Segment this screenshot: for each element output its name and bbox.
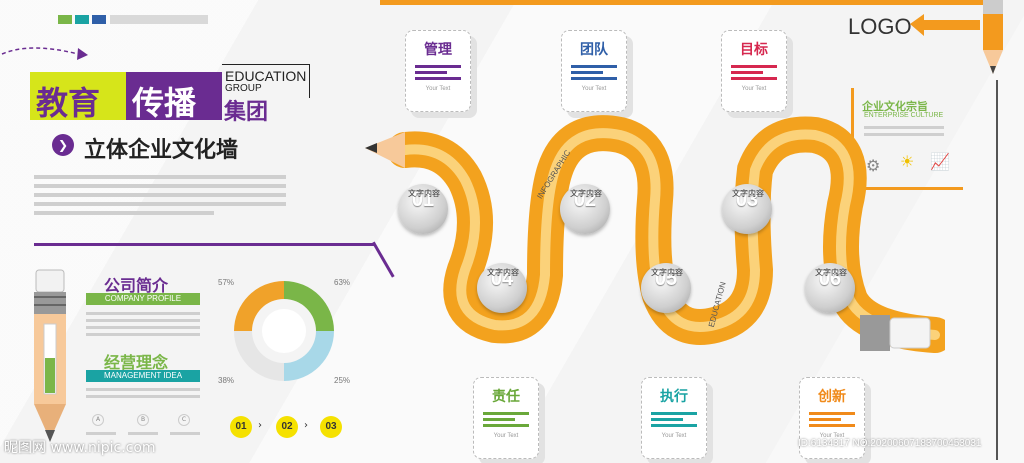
color-blocks: [58, 15, 208, 24]
pct-bottom-right: 25%: [334, 376, 351, 385]
text-line: [34, 175, 286, 179]
card-execution: 执行 Your Text: [641, 377, 707, 459]
growth-chart-icon: 📈: [930, 152, 950, 171]
circle-label: 文字内容: [487, 268, 519, 277]
english-line2: GROUP: [225, 83, 262, 94]
bulb-icon: ☀: [900, 152, 915, 171]
text-line: [86, 326, 200, 329]
step-03: 03: [320, 416, 342, 438]
top-orange-line: [380, 0, 1000, 5]
subtitle-arrow-icon: ❯: [52, 134, 74, 156]
culture-title: 企业文化宗旨: [862, 100, 928, 113]
card-title: 创新: [818, 389, 846, 405]
text-line: [864, 126, 944, 129]
dashed-arrow-icon: [1, 47, 88, 60]
subtitle: 立体企业文化墙: [84, 138, 239, 163]
title-part1: 教育: [36, 84, 101, 122]
text-line: [86, 319, 200, 322]
idea-english: MANAGEMENT IDEA: [86, 370, 200, 382]
title-part3: 集团: [224, 100, 269, 125]
donut-chart: [234, 281, 334, 381]
text-line: [170, 432, 200, 435]
company-title: 公司简介: [104, 276, 169, 295]
title-part2: 传播: [132, 84, 197, 122]
card-title: 管理: [424, 42, 452, 58]
pct-top-right: 63%: [334, 278, 351, 287]
card-your-text: Your Text: [425, 86, 451, 92]
pct-top-left: 57%: [218, 278, 235, 287]
card-your-text: Your Text: [819, 433, 845, 439]
card-title: 执行: [660, 389, 688, 405]
card-goal: 目标 Your Text: [721, 30, 787, 112]
wavy-pencil-path: [365, 115, 945, 353]
idea-title: 经营理念: [104, 353, 169, 372]
dot-c: C: [178, 414, 190, 426]
text-line: [34, 193, 286, 197]
logo: LOGO: [848, 14, 912, 39]
circle-05: 05: [641, 263, 691, 313]
circle-03: 03: [722, 184, 772, 234]
step-arrow-icon: ›: [258, 420, 262, 431]
pencil-right-icon: [983, 0, 1003, 74]
card-your-text: Your Text: [493, 433, 519, 439]
circle-label: 文字内容: [815, 268, 847, 277]
dot-b: B: [137, 414, 149, 426]
culture-english: ENTERPRISE CULTURE: [864, 112, 944, 119]
logo-arrow-icon: [910, 14, 980, 36]
circle-label: 文字内容: [408, 189, 440, 198]
card-title: 团队: [580, 42, 608, 58]
circle-label: 文字内容: [570, 189, 602, 198]
circle-04: 04: [477, 263, 527, 313]
circle-number: 02: [573, 189, 597, 211]
text-line: [864, 133, 944, 136]
english-line1: EDUCATION: [225, 68, 307, 84]
title-box-green: [30, 72, 126, 120]
circle-number: 05: [654, 268, 678, 290]
title-bracket: [222, 64, 310, 98]
card-management: 管理 Your Text: [405, 30, 471, 112]
circle-number: 04: [490, 268, 514, 290]
card-title: 目标: [740, 42, 768, 58]
card-your-text: Your Text: [741, 86, 767, 92]
circle-label: 文字内容: [732, 189, 764, 198]
step-02: 02: [276, 416, 298, 438]
circle-label: 文字内容: [651, 268, 683, 277]
text-line: [86, 333, 200, 336]
purple-separator: [34, 243, 374, 246]
card-innovation: 创新 Your Text: [799, 377, 865, 459]
text-line: [34, 211, 214, 215]
text-line: [86, 395, 200, 398]
watermark-left: 昵图网 www.nipic.com: [4, 440, 156, 456]
pencil-left-icon: [34, 269, 66, 442]
company-english: COMPANY PROFILE: [86, 293, 200, 305]
pct-bottom-left: 38%: [218, 376, 235, 385]
card-team: 团队 Your Text: [561, 30, 627, 112]
card-title: 责任: [492, 389, 520, 405]
text-line: [86, 312, 200, 315]
title-box-purple: [126, 72, 222, 120]
text-line: [86, 432, 116, 435]
dot-a: A: [92, 414, 104, 426]
step-01: 01: [230, 416, 252, 438]
right-vertical-line: [996, 80, 998, 460]
circle-02: 02: [560, 184, 610, 234]
text-line: [34, 184, 286, 188]
circle-06: 06: [805, 263, 855, 313]
text-line: [128, 432, 158, 435]
text-line: [86, 388, 200, 391]
circle-number: 03: [735, 189, 759, 211]
text-line: [34, 202, 286, 206]
card-responsibility: 责任 Your Text: [473, 377, 539, 459]
card-your-text: Your Text: [661, 433, 687, 439]
circle-01: 01: [398, 184, 448, 234]
watermark-right: ID:6134317 NO:20200607183700453031: [798, 438, 982, 449]
circle-number: 01: [411, 189, 435, 211]
card-your-text: Your Text: [581, 86, 607, 92]
gear-icon: ⚙: [866, 156, 881, 175]
step-arrow-icon: ›: [304, 420, 308, 431]
circle-number: 06: [818, 268, 842, 290]
